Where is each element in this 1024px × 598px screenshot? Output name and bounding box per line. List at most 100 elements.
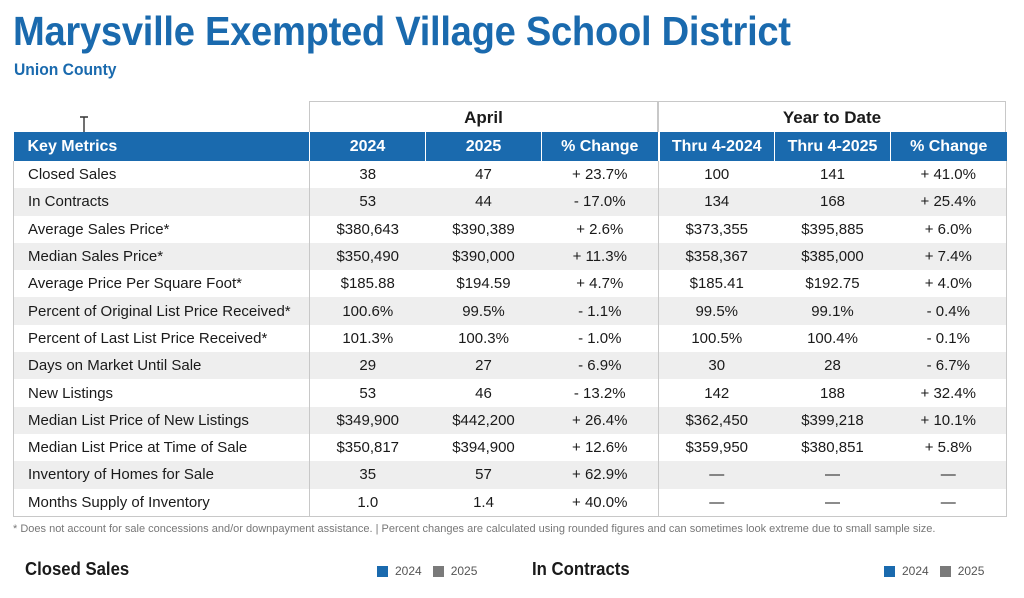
ytd-2024-value: $358,367 <box>658 242 775 271</box>
ytd-2025-value: $380,851 <box>801 439 864 457</box>
ytd-2025-value: 100.4% <box>807 329 858 347</box>
ytd-2025-value: — <box>774 488 891 517</box>
ytd-2024-value: $359,950 <box>658 433 775 462</box>
april-2025-value: 57 <box>425 461 542 489</box>
column-header-2024: 2024 <box>309 132 426 161</box>
april-change-value: - 6.9% <box>541 352 659 380</box>
metric-name: Average Price Per Square Foot* <box>13 270 310 298</box>
metric-name: Months Supply of Inventory <box>13 488 310 517</box>
april-change-value: + 62.9% <box>541 461 659 489</box>
metric-name: In Contracts <box>13 188 310 216</box>
april-2025-value: $390,000 <box>425 242 542 271</box>
april-2024-value: $349,900 <box>309 406 426 434</box>
table-row: Percent of Original List Price Received*… <box>13 297 1007 325</box>
ytd-2025-value: 141 <box>819 166 846 184</box>
ytd-2025-value: 188 <box>819 384 846 402</box>
legend-swatch-2024 <box>884 565 895 577</box>
metric-name: Median List Price at Time of Sale <box>13 433 310 462</box>
table-row: Percent of Last List Price Received* 101.… <box>13 324 1007 353</box>
april-2025-value: $194.59 <box>456 275 511 293</box>
table-row: New Listings 53 46 - 13.2% 142 188 + 32.4% <box>13 379 1007 407</box>
april-2024-value: 35 <box>309 461 426 489</box>
page-subtitle: Union County <box>14 60 117 79</box>
ytd-2025-value: 168 <box>774 188 891 216</box>
legend-label: 2024 <box>395 564 422 578</box>
ytd-2024-value: 30 <box>658 352 775 380</box>
legend-item-2024: 2024 <box>377 564 422 578</box>
april-2025-value: 1.4 <box>425 488 542 517</box>
column-header-key-metrics: Key Metrics <box>13 132 310 161</box>
april-2025-value: $390,389 <box>452 220 515 238</box>
legend-item-2025: 2025 <box>432 564 478 578</box>
legend-closed-sales: 2024 2025 <box>377 564 488 578</box>
april-2025-value: 100.3% <box>458 329 509 347</box>
april-change-value: - 13.2% <box>573 384 626 402</box>
april-2025-value: $442,200 <box>425 406 542 434</box>
april-2024-value: 29 <box>309 352 426 380</box>
ytd-change-value: — <box>890 461 1007 489</box>
legend-label: 2025 <box>957 564 985 578</box>
table-row: Average Price Per Square Foot* $185.88 $19… <box>13 270 1007 298</box>
ytd-2024-value: 134 <box>658 188 775 216</box>
ytd-change-value: - 0.4% <box>890 297 1007 325</box>
column-header-2025: 2025 <box>425 132 542 161</box>
ytd-2025-value: $385,000 <box>774 242 891 271</box>
column-header-thru-2024: Thru 4-2024 <box>657 132 775 161</box>
metric-name: Closed Sales <box>13 161 310 189</box>
legend-swatch-2025 <box>432 565 444 577</box>
ytd-2024-value: $185.41 <box>658 270 775 298</box>
legend-label: 2025 <box>450 564 478 578</box>
column-header-april-change: % Change <box>541 132 659 161</box>
april-2025-value: 27 <box>425 352 542 380</box>
april-2024-value: 1.0 <box>309 488 426 517</box>
metric-name: Percent of Last List Price Received* <box>13 324 310 353</box>
ytd-2025-value: 99.1% <box>774 297 891 325</box>
group-header-year-to-date: Year to Date <box>658 101 1006 132</box>
april-2025-value: 99.5% <box>425 297 542 325</box>
ytd-2024-value: — <box>658 488 775 517</box>
ytd-change-value: - 6.7% <box>890 352 1007 380</box>
legend-swatch-2025 <box>939 565 951 577</box>
ytd-change-value: + 7.4% <box>890 242 1007 271</box>
ytd-2024-value: 99.5% <box>658 297 775 325</box>
table-row: Inventory of Homes for Sale 35 57 + 62.9% — —… <box>13 461 1007 489</box>
page-title: Marysville Exempted Village School Distr… <box>13 8 791 54</box>
april-2024-value: $185.88 <box>309 270 426 298</box>
ytd-2025-value: $399,218 <box>774 406 891 434</box>
ytd-2024-value: — <box>658 461 775 489</box>
metric-name: New Listings <box>13 379 310 407</box>
april-2025-value: 47 <box>475 166 492 184</box>
table-row: Days on Market Until Sale 29 27- 6.9% 30 28-… <box>13 352 1007 380</box>
metric-name: Percent of Original List Price Received* <box>13 297 310 325</box>
table-row: In Contracts 53 44- 17.0% 134 168 + 25.4% <box>13 188 1007 216</box>
ytd-2024-value: $362,450 <box>658 406 775 434</box>
legend-item-2025: 2025 <box>939 564 985 578</box>
metric-name: Median Sales Price* <box>13 242 310 271</box>
april-2025-value: $394,900 <box>452 439 515 457</box>
april-2024-value: $350,817 <box>309 433 426 462</box>
april-2025-value: 44 <box>425 188 542 216</box>
april-change-value: + 11.3% <box>541 242 659 271</box>
april-2024-value: 53 <box>309 379 426 407</box>
ytd-change-value: + 4.0% <box>890 270 1007 298</box>
metric-name: Days on Market Until Sale <box>13 352 310 380</box>
table-row: Median Sales Price* $350,490 $390,000 + 11.… <box>13 242 1007 271</box>
ytd-2025-value: $395,885 <box>801 220 864 238</box>
april-change-value: - 17.0% <box>541 188 659 216</box>
april-change-value: - 1.0% <box>578 329 622 347</box>
metric-name: Median List Price of New Listings <box>13 406 310 434</box>
column-header-thru-2025: Thru 4-2025 <box>774 132 891 161</box>
ytd-change-value: — <box>890 488 1007 517</box>
april-change-value: + 23.7% <box>572 166 628 184</box>
ytd-2024-value: 100 <box>658 161 775 189</box>
ytd-change-value: + 32.4% <box>890 379 1007 407</box>
legend-in-contracts: 2024 2025 <box>884 564 995 578</box>
table-header-row: Key Metrics 2024 2025 % Change Thru 4-20… <box>13 132 1007 161</box>
key-metrics-table: Key Metrics 2024 2025 % Change Thru 4-20… <box>13 132 1007 517</box>
april-change-value: + 2.6% <box>576 220 624 238</box>
april-2024-value: 100.6% <box>309 297 426 325</box>
april-2024-value: 53 <box>309 188 426 216</box>
ytd-2024-value: $373,355 <box>658 215 775 243</box>
ytd-change-value: + 41.0% <box>890 161 1007 189</box>
table-row: Median List Price of New Listings $349,90… <box>13 406 1007 434</box>
